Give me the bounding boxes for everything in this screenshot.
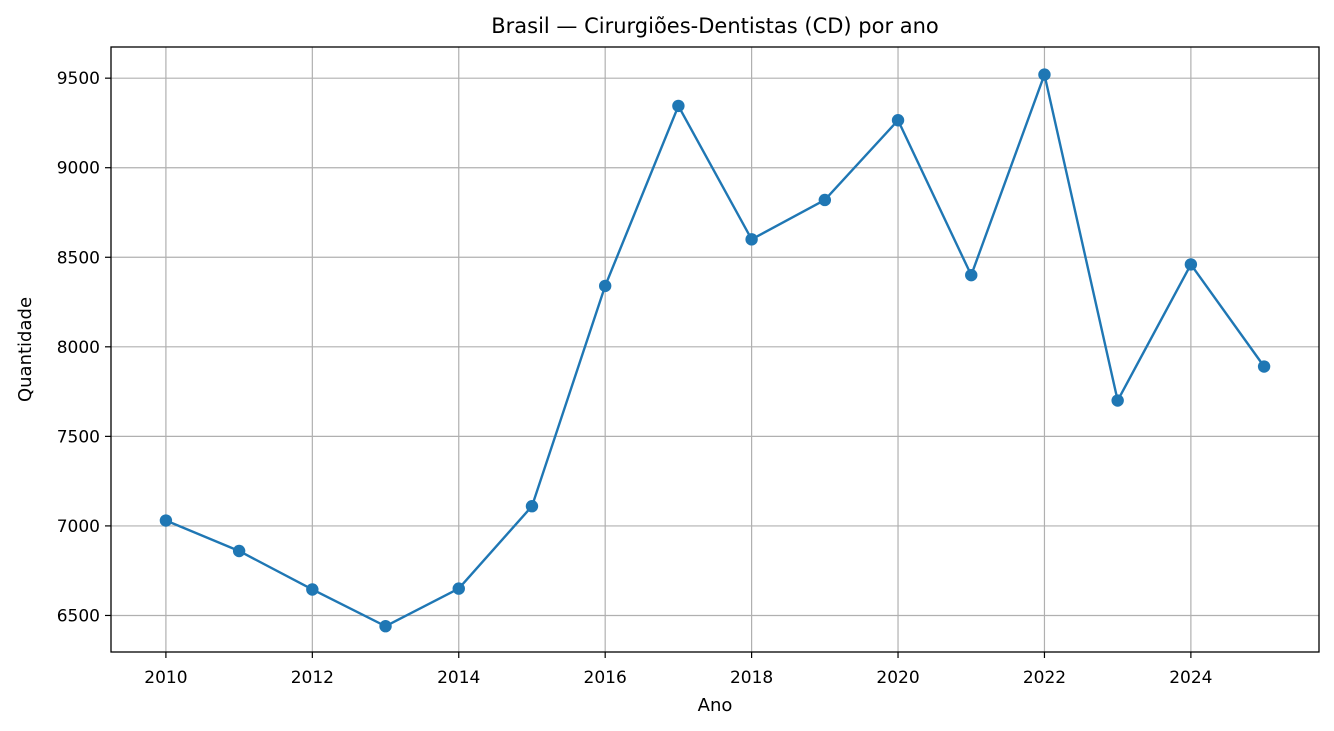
y-tick-label: 8000 bbox=[57, 338, 100, 358]
y-tick-label: 7000 bbox=[57, 517, 100, 537]
data-point bbox=[745, 233, 758, 246]
data-point bbox=[1184, 258, 1198, 271]
y-axis-title: Quantidade bbox=[15, 297, 36, 402]
y-tick-label: 8500 bbox=[57, 248, 100, 268]
y-tick-label: 9500 bbox=[57, 69, 100, 89]
x-axis-title: Ano bbox=[698, 695, 733, 716]
data-point bbox=[159, 514, 173, 527]
data-point bbox=[818, 193, 832, 207]
y-tick-label: 9000 bbox=[57, 159, 100, 179]
ticks: 2010 2012 2014 2016 2018 2020 2022 2024 6500 7000… bbox=[57, 69, 1213, 688]
grid bbox=[111, 47, 1319, 652]
data-point bbox=[965, 268, 978, 282]
y-tick-label: 7500 bbox=[57, 427, 100, 447]
series-line bbox=[165, 73, 1266, 628]
data-point bbox=[672, 99, 685, 113]
data-point bbox=[1038, 68, 1051, 81]
data-point bbox=[232, 544, 246, 558]
x-tick-label: 2012 bbox=[291, 668, 334, 688]
y-tick-label: 6500 bbox=[57, 606, 100, 626]
data-point bbox=[1257, 360, 1271, 373]
x-tick-label: 2022 bbox=[1023, 668, 1066, 688]
x-tick-label: 2024 bbox=[1169, 668, 1212, 688]
plot-frame bbox=[110, 46, 1320, 653]
series bbox=[159, 68, 1271, 633]
x-tick-label: 2020 bbox=[876, 668, 919, 688]
data-point bbox=[891, 114, 905, 127]
data-point bbox=[379, 620, 392, 633]
x-tick-label: 2014 bbox=[437, 668, 480, 688]
chart-title: Brasil — Cirurgiões-Dentistas (CD) por a… bbox=[491, 14, 939, 38]
data-point bbox=[598, 279, 612, 293]
data-point bbox=[452, 582, 465, 595]
data-point bbox=[1111, 394, 1124, 407]
data-point bbox=[306, 583, 319, 596]
x-tick-label: 2018 bbox=[730, 668, 773, 688]
x-tick-label: 2016 bbox=[584, 668, 627, 688]
x-tick-label: 2010 bbox=[144, 668, 187, 688]
data-point bbox=[525, 500, 539, 513]
